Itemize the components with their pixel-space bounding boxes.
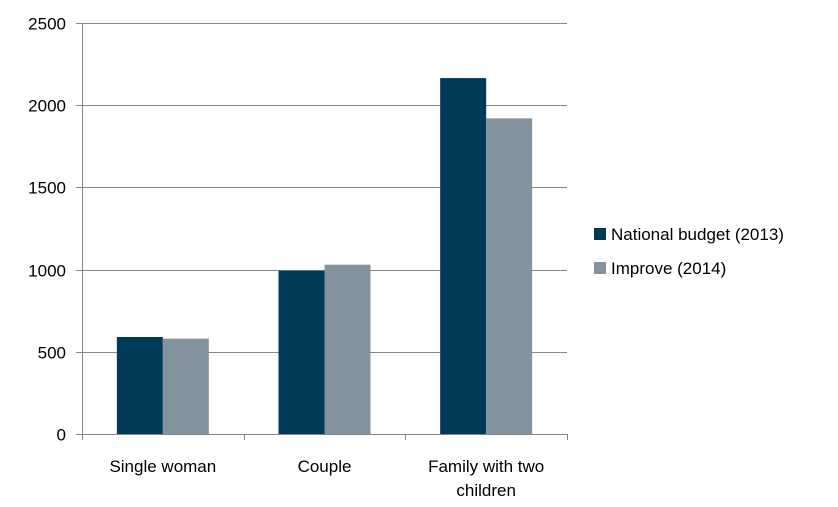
y-tick-label: 0 (57, 426, 66, 445)
x-tick-label: Family with two (428, 457, 544, 476)
x-tick-label: Single woman (109, 457, 216, 476)
legend-swatch (594, 262, 606, 274)
y-tick-label: 2000 (28, 97, 66, 116)
legend: National budget (2013) Improve (2014) (594, 225, 784, 278)
y-tick-label: 500 (38, 344, 66, 363)
legend-swatch (594, 228, 606, 240)
y-tick-labels: 0 500 1000 1500 2000 2500 (28, 15, 66, 445)
x-tick-labels: Single woman Couple Family with two childre… (109, 457, 544, 500)
bars (117, 78, 532, 434)
y-tick-label: 1500 (28, 179, 66, 198)
legend-label: National budget (2013) (611, 225, 784, 244)
x-tick-label: Couple (298, 457, 352, 476)
x-tick-label: children (456, 481, 516, 500)
bar-improve-2014 (163, 339, 209, 434)
bar-national-budget-2013 (440, 78, 486, 434)
y-tick-label: 2500 (28, 15, 66, 34)
bar-national-budget-2013 (279, 271, 325, 434)
legend-label: Improve (2014) (611, 259, 726, 278)
bar-national-budget-2013 (117, 337, 163, 434)
bar-improve-2014 (325, 265, 371, 434)
y-tick-label: 1000 (28, 262, 66, 281)
bar-improve-2014 (486, 118, 532, 434)
